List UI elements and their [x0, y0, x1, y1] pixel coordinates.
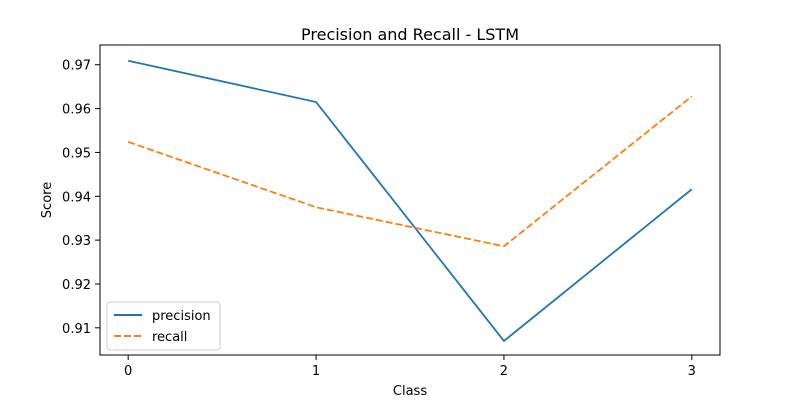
x-axis-label: Class [393, 384, 427, 399]
y-tick-label: 0.91 [62, 322, 91, 337]
legend-label-precision: precision [152, 309, 211, 324]
legend-label-recall: recall [152, 330, 187, 345]
series-line-precision [127, 59, 693, 343]
y-axis: 0.91 0.92 0.93 0.94 0.95 0.96 0.97 [62, 59, 100, 337]
plot-area-frame [99, 44, 721, 356]
series-layer [127, 59, 693, 343]
series-line-recall [127, 95, 693, 248]
y-tick-label: 0.95 [62, 146, 91, 161]
y-tick-label: 0.92 [62, 278, 91, 293]
x-axis: 0 1 2 3 [124, 355, 696, 379]
x-tick-label: 1 [312, 364, 320, 379]
x-tick-label: 2 [500, 364, 508, 379]
y-tick-label: 0.96 [62, 103, 91, 118]
x-tick-label: 0 [124, 364, 132, 379]
chart-title: Precision and Recall - LSTM [301, 25, 519, 44]
y-axis-label: Score [40, 182, 55, 218]
y-tick-label: 0.97 [62, 59, 91, 74]
legend: precision recall [106, 301, 221, 351]
y-tick-label: 0.93 [62, 234, 91, 249]
x-tick-label: 3 [688, 364, 696, 379]
y-tick-label: 0.94 [62, 190, 91, 205]
